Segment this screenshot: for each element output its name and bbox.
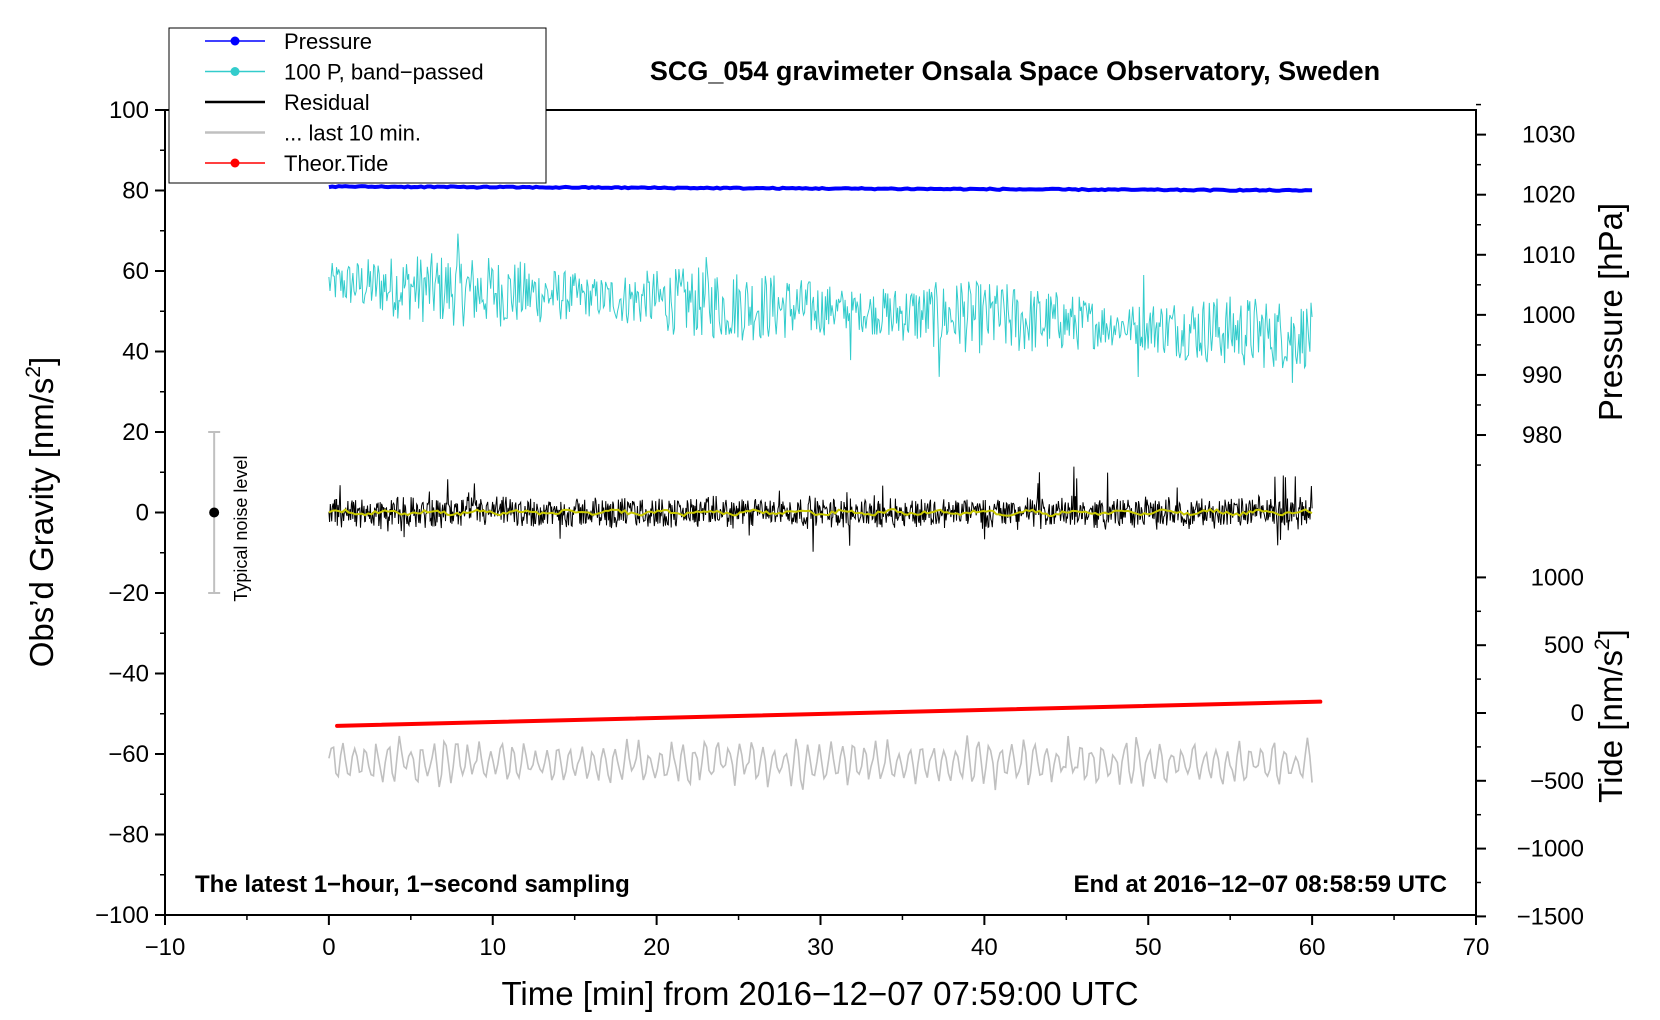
pressure-axis-title: Pressure [hPa] (1592, 203, 1629, 421)
legend-label: ... last 10 min. (284, 121, 421, 146)
legend-label: Residual (284, 90, 370, 115)
legend-marker (230, 158, 240, 168)
chart-title: SCG_054 gravimeter Onsala Space Observat… (650, 56, 1380, 86)
legend-label: Pressure (284, 29, 372, 54)
y-axis-title-left-main: Obs’d Gravity [nm/s (23, 378, 60, 668)
noise-level-indicator: Typical noise level (208, 431, 251, 602)
tide-axis-title-main: Tide [nm/s (1592, 650, 1629, 803)
series-residual (328, 466, 1313, 552)
series-pressure (328, 184, 1313, 193)
axes-layer: −10 0 10 20 30 40 50 60 70−100−80−60−40−20020406… (95, 97, 1584, 961)
y-tick-label: 0 (136, 500, 149, 527)
pressure-tick-label: 1030 (1522, 122, 1575, 149)
tide-tick-label: −1500 (1517, 903, 1584, 930)
x-tick-label: 60 (1299, 934, 1326, 961)
series-last-10-min (328, 735, 1313, 791)
tide-tick-label: 0 (1571, 700, 1584, 727)
annotation-bottom-left: The latest 1−hour, 1−second sampling (195, 871, 630, 898)
y-tick-label: 60 (122, 258, 149, 285)
tide-tick-label: 500 (1544, 632, 1584, 659)
tide-tick-label: −500 (1530, 768, 1584, 795)
y-tick-label: −100 (95, 902, 149, 929)
pressure-tick-label: 980 (1522, 422, 1562, 449)
y-axis-title-left-end: ] (23, 357, 60, 366)
legend-marker (230, 36, 240, 46)
pressure-tick-label: 1010 (1522, 242, 1575, 269)
y-tick-label: −20 (108, 580, 149, 607)
y-tick-label: 100 (109, 97, 149, 124)
y-axis-title-left-sup: 2 (22, 366, 45, 378)
legend-label: Theor.Tide (284, 151, 388, 176)
legend: Pressure 100 P, band−passed Residual ... la… (168, 27, 547, 184)
pressure-tick-label: 1000 (1522, 302, 1575, 329)
series-residual-smoothed (328, 508, 1313, 518)
x-axis-title: Time [min] from 2016−12−07 07:59:00 UTC (501, 975, 1138, 1012)
tide-tick-label: −1000 (1517, 836, 1584, 863)
x-tick-label: 10 (479, 934, 506, 961)
y-tick-label: 20 (122, 419, 149, 446)
legend-box (168, 27, 547, 184)
legend-label: 100 P, band−passed (284, 60, 484, 85)
tide-axis-title-end: ] (1592, 629, 1629, 638)
x-tick-label: 50 (1135, 934, 1162, 961)
annotation-bottom-right: End at 2016−12−07 08:58:59 UTC (1073, 871, 1447, 898)
y-tick-label: −40 (108, 661, 149, 688)
x-tick-label: 0 (322, 934, 335, 961)
y-tick-label: 80 (122, 178, 149, 205)
pressure-tick-label: 990 (1522, 362, 1562, 389)
tide-tick-label: 1000 (1531, 564, 1584, 591)
x-tick-label: 30 (807, 934, 834, 961)
y-axis-title-left: Obs’d Gravity [nm/s2] (22, 357, 60, 668)
legend-marker (230, 67, 240, 76)
x-tick-label: 70 (1463, 934, 1490, 961)
x-tick-label: 40 (971, 934, 998, 961)
pressure-tick-label: 1020 (1522, 182, 1575, 209)
tide-axis-title-sup: 2 (1591, 638, 1614, 650)
y-tick-label: −80 (108, 822, 149, 849)
x-tick-label: −10 (145, 934, 186, 961)
x-tick-label: 20 (643, 934, 670, 961)
noise-dot (209, 507, 220, 518)
series-theoretical-tide (335, 699, 1323, 728)
noise-label: Typical noise level (231, 456, 251, 602)
y-tick-label: 40 (122, 339, 149, 366)
series-layer (328, 184, 1323, 791)
series-bandpassed-pressure (328, 233, 1313, 383)
tide-axis-title: Tide [nm/s2] (1591, 629, 1629, 803)
y-tick-label: −60 (108, 741, 149, 768)
